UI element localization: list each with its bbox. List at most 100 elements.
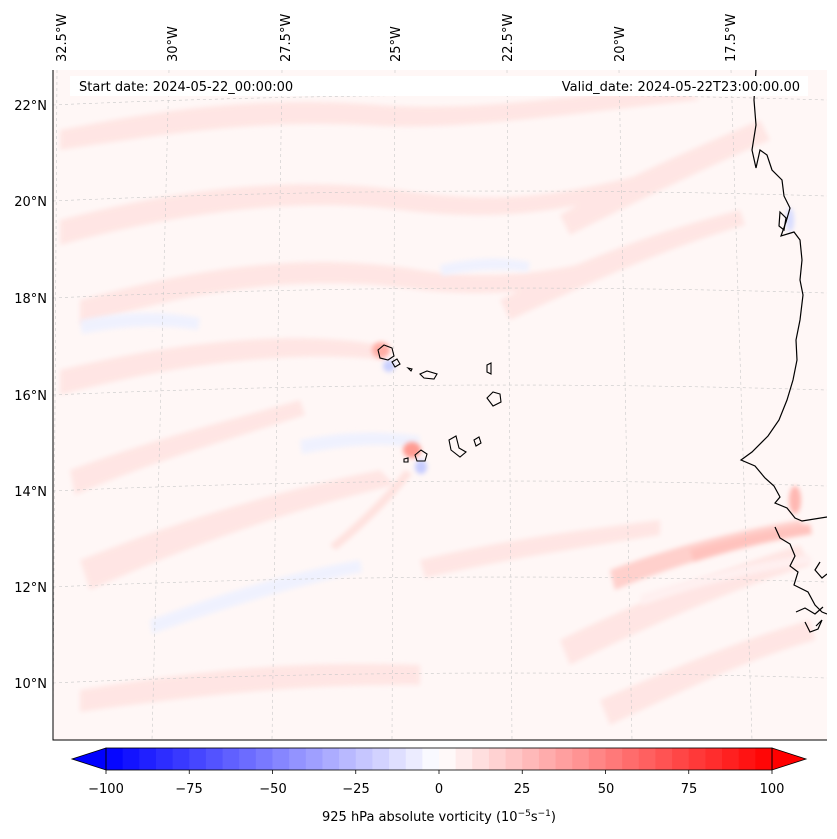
vorticity-maximum (789, 486, 801, 514)
island-outline (403, 457, 409, 463)
lon-label: 30°W (166, 26, 181, 62)
vorticity-streak (60, 175, 650, 245)
island-outline (486, 391, 502, 407)
colorbar-swatch (372, 748, 390, 770)
colorbar-tick-label: 75 (681, 782, 698, 797)
africa-coastline (774, 526, 827, 615)
colorbar-swatch (205, 748, 224, 770)
vorticity-wake (330, 470, 412, 550)
colorbar-swatch (538, 748, 557, 770)
island-outline (473, 436, 482, 447)
colorbar-swatch (189, 748, 207, 770)
start-date-label: Start date: 2024-05-22_00:00:00 (79, 80, 293, 95)
colorbar-swatch (122, 748, 140, 770)
vorticity-streak (60, 88, 700, 150)
colorbar-swatch (755, 748, 773, 770)
lon-label: 25°W (389, 26, 404, 62)
vorticity-streak (560, 120, 770, 235)
lat-label: 20°N (14, 195, 47, 210)
island-outline (391, 358, 401, 368)
colorbar-swatch (655, 748, 673, 770)
valid-date-label: Valid_date: 2024-05-22T23:00:00.00 (562, 80, 800, 95)
colorbar-tick-label: 25 (514, 782, 531, 797)
colorbar-swatch (155, 748, 174, 770)
colorbar-max-extend (771, 747, 808, 771)
lat-label: 16°N (14, 389, 47, 404)
colorbar-swatch (588, 748, 606, 770)
lon-label: 20°W (613, 26, 628, 62)
vorticity-streak (420, 520, 660, 578)
colorbar-swatch (305, 748, 323, 770)
lat-label: 22°N (14, 99, 47, 114)
africa-coastline (795, 606, 824, 615)
vorticity-streak (600, 620, 815, 725)
vorticity-minimum (786, 208, 794, 232)
lon-label: 32.5°W (55, 14, 70, 62)
colorbar-swatch (389, 748, 407, 770)
colorbar-swatch (472, 748, 490, 770)
parallel-line (53, 480, 827, 492)
parallel-line (53, 384, 827, 396)
colorbar-swatch (422, 748, 440, 770)
parallel-line (53, 287, 827, 299)
graticule (53, 70, 827, 740)
colorbar-swatch (555, 748, 573, 770)
vorticity-band (640, 555, 812, 605)
island-outline (419, 370, 438, 380)
vorticity-streak (500, 210, 745, 320)
meridian-line (730, 70, 753, 740)
parallel-line (53, 190, 827, 202)
longitude-labels: 32.5°W 30°W 27.5°W 25°W 22.5°W 20°W 17.5… (55, 14, 739, 62)
colorbar-swatch (638, 748, 656, 770)
vorticity-field (53, 70, 827, 740)
cape-verde-islands (377, 344, 502, 463)
meridian-line (391, 70, 396, 740)
colorbar-swatch (505, 748, 523, 770)
meridian-line (506, 70, 513, 740)
lat-label: 18°N (14, 292, 47, 307)
colorbar-swatch (572, 748, 590, 770)
colorbar-tick-label: −25 (342, 782, 369, 797)
island-outline (486, 362, 492, 375)
vorticity-minimum (415, 460, 427, 474)
colorbar-swatch (705, 748, 723, 770)
vorticity-streak (300, 432, 420, 454)
meridian-line (271, 70, 283, 740)
vorticity-band (690, 524, 812, 562)
colorbar-swatches (106, 748, 773, 770)
vorticity-streak (80, 470, 395, 590)
colorbar-tick-labels: −100 −75 −50 −25 0 25 50 75 100 (88, 782, 784, 797)
colorbar-ticks (105, 770, 773, 774)
colorbar-swatch (405, 748, 423, 770)
colorbar-swatch (722, 748, 740, 770)
lon-label: 27.5°W (279, 14, 294, 62)
colorbar-swatch (322, 748, 340, 770)
coastline (739, 70, 827, 633)
africa-coastline (804, 619, 823, 633)
island-outline (406, 366, 413, 372)
lat-label: 10°N (14, 677, 47, 692)
date-header-bar (70, 76, 808, 96)
colorbar-min-extend (70, 747, 107, 771)
island-outline (414, 449, 428, 462)
colorbar-swatch (488, 748, 507, 770)
parallel-line (53, 576, 827, 588)
colorbar-tick-label: −75 (175, 782, 202, 797)
vorticity-streak (80, 312, 200, 334)
colorbar-swatch (172, 748, 190, 770)
colorbar-swatch (355, 748, 373, 770)
africa-coastline (739, 70, 827, 522)
colorbar-tick-label: 100 (760, 782, 785, 797)
colorbar-swatch (339, 748, 357, 770)
vorticity-streak (80, 255, 625, 325)
colorbar-swatch (289, 748, 307, 770)
vorticity-streak (440, 258, 530, 276)
colorbar-tick-label: 0 (435, 782, 443, 797)
colorbar-label: 925 hPa absolute vorticity (10−5s−1) (322, 809, 556, 825)
colorbar-swatch (605, 748, 623, 770)
latitude-labels: 22°N 20°N 18°N 16°N 14°N 12°N 10°N (14, 99, 47, 692)
lon-label: 22.5°W (501, 14, 516, 62)
map-frame (52, 70, 827, 741)
colorbar-swatch (455, 748, 473, 770)
parallel-line (53, 672, 827, 684)
